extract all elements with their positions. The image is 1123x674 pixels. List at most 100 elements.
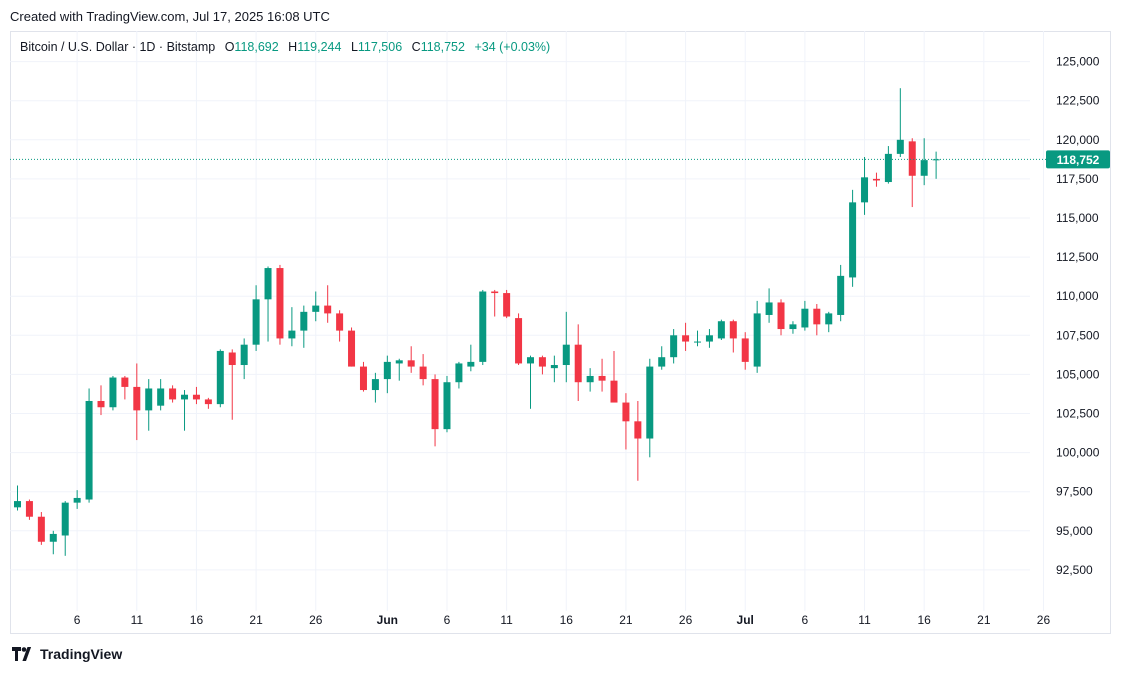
price-tick-label: 120,000 xyxy=(1056,133,1100,147)
candle-body xyxy=(538,357,546,367)
candle-body xyxy=(550,365,558,369)
candle xyxy=(705,329,713,348)
candle xyxy=(538,355,546,375)
candle xyxy=(694,330,702,347)
candle-body xyxy=(849,202,857,278)
candle-body xyxy=(264,268,272,300)
candle xyxy=(14,485,21,511)
candle xyxy=(121,375,129,400)
candle-body xyxy=(491,291,499,294)
candle xyxy=(204,397,212,409)
created-with-caption: Created with TradingView.com, Jul 17, 20… xyxy=(10,9,330,24)
candle-body xyxy=(896,139,904,154)
time-tick-label: 21 xyxy=(249,613,263,627)
candle-body xyxy=(383,361,391,380)
candles xyxy=(14,88,940,556)
candle xyxy=(491,289,499,317)
candle-body xyxy=(157,388,165,406)
candle-body xyxy=(574,344,582,383)
candle-body xyxy=(479,291,487,362)
candle xyxy=(145,379,153,431)
legend-symbol: Bitcoin / U.S. Dollar · 1D · Bitstamp xyxy=(20,40,216,54)
candle-body xyxy=(670,335,678,358)
candle xyxy=(777,299,785,336)
last-price-line-group: 118,752 xyxy=(10,150,1110,169)
time-tick-label: 6 xyxy=(444,613,451,627)
legend-close-label: C xyxy=(411,40,421,54)
price-tick-label: 107,500 xyxy=(1056,328,1100,342)
candle-body xyxy=(276,268,284,339)
price-tick-label: 92,500 xyxy=(1056,563,1093,577)
candle-body xyxy=(682,335,690,342)
chart-legend: Bitcoin / U.S. Dollar · 1D · Bitstamp O1… xyxy=(20,40,550,54)
candle xyxy=(861,157,869,215)
candle-body xyxy=(825,313,833,325)
candle xyxy=(431,374,439,447)
candle-body xyxy=(181,394,189,400)
last-price-label: 118,752 xyxy=(1057,153,1100,167)
time-tick-label: Jun xyxy=(377,613,398,627)
candle-body xyxy=(109,377,117,408)
candle xyxy=(932,151,940,179)
candle-body xyxy=(431,379,439,430)
candle xyxy=(181,390,189,431)
price-tick-label: 125,000 xyxy=(1056,55,1100,69)
candle-body xyxy=(228,352,236,366)
candle xyxy=(383,355,391,394)
candle-body xyxy=(741,338,749,362)
candle xyxy=(73,490,81,509)
candle-body xyxy=(932,159,940,161)
candle-body xyxy=(216,350,224,405)
candle xyxy=(443,375,451,433)
candle-body xyxy=(407,360,415,367)
candle-body xyxy=(837,275,845,315)
candle-body xyxy=(324,305,332,314)
candle xyxy=(240,338,248,380)
candle xyxy=(658,346,666,370)
candle-body xyxy=(705,335,713,342)
price-tick-label: 122,500 xyxy=(1056,94,1100,108)
candle-body xyxy=(634,421,642,439)
price-tick-label: 100,000 xyxy=(1056,446,1100,460)
candle xyxy=(216,349,224,408)
legend-open-value: 118,692 xyxy=(234,40,279,54)
candle-body xyxy=(443,382,451,430)
candle xyxy=(670,329,678,364)
candle xyxy=(252,285,260,351)
candle xyxy=(813,304,821,336)
candle-body xyxy=(503,293,511,317)
candle xyxy=(359,361,367,392)
candlestick-chart[interactable]: 118,752 92,500 95,000 97,500 100,000 102,500… xyxy=(10,31,1111,634)
candle xyxy=(837,264,845,322)
candle-body xyxy=(515,318,523,364)
candle xyxy=(753,300,761,373)
candle xyxy=(479,289,487,366)
legend-low-value: 117,506 xyxy=(357,40,403,54)
candle-body xyxy=(359,366,367,391)
candle-body xyxy=(85,400,93,500)
candle-body xyxy=(610,380,618,403)
candle xyxy=(789,321,797,334)
candle xyxy=(276,264,284,345)
candle xyxy=(920,138,928,186)
candle-body xyxy=(192,394,200,400)
candle-body xyxy=(169,388,177,400)
candle-body xyxy=(288,330,296,339)
candle-body xyxy=(455,363,463,383)
time-tick-label: 26 xyxy=(309,613,323,627)
candle xyxy=(801,300,809,331)
candle-body xyxy=(240,344,248,366)
candle-body xyxy=(371,379,379,391)
candle xyxy=(717,319,725,340)
candle-body xyxy=(395,360,403,364)
tradingview-brand[interactable]: TradingView xyxy=(12,646,122,662)
candle xyxy=(61,501,69,556)
price-tick-label: 110,000 xyxy=(1056,289,1099,303)
candle-body xyxy=(37,516,45,542)
candle xyxy=(908,138,916,208)
candle-body xyxy=(861,177,869,203)
candle-body xyxy=(121,377,129,387)
price-axis: 92,500 95,000 97,500 100,000 102,500 105,000 1… xyxy=(1056,55,1100,577)
candle xyxy=(646,358,654,458)
legend-high-value: 119,244 xyxy=(297,40,342,54)
